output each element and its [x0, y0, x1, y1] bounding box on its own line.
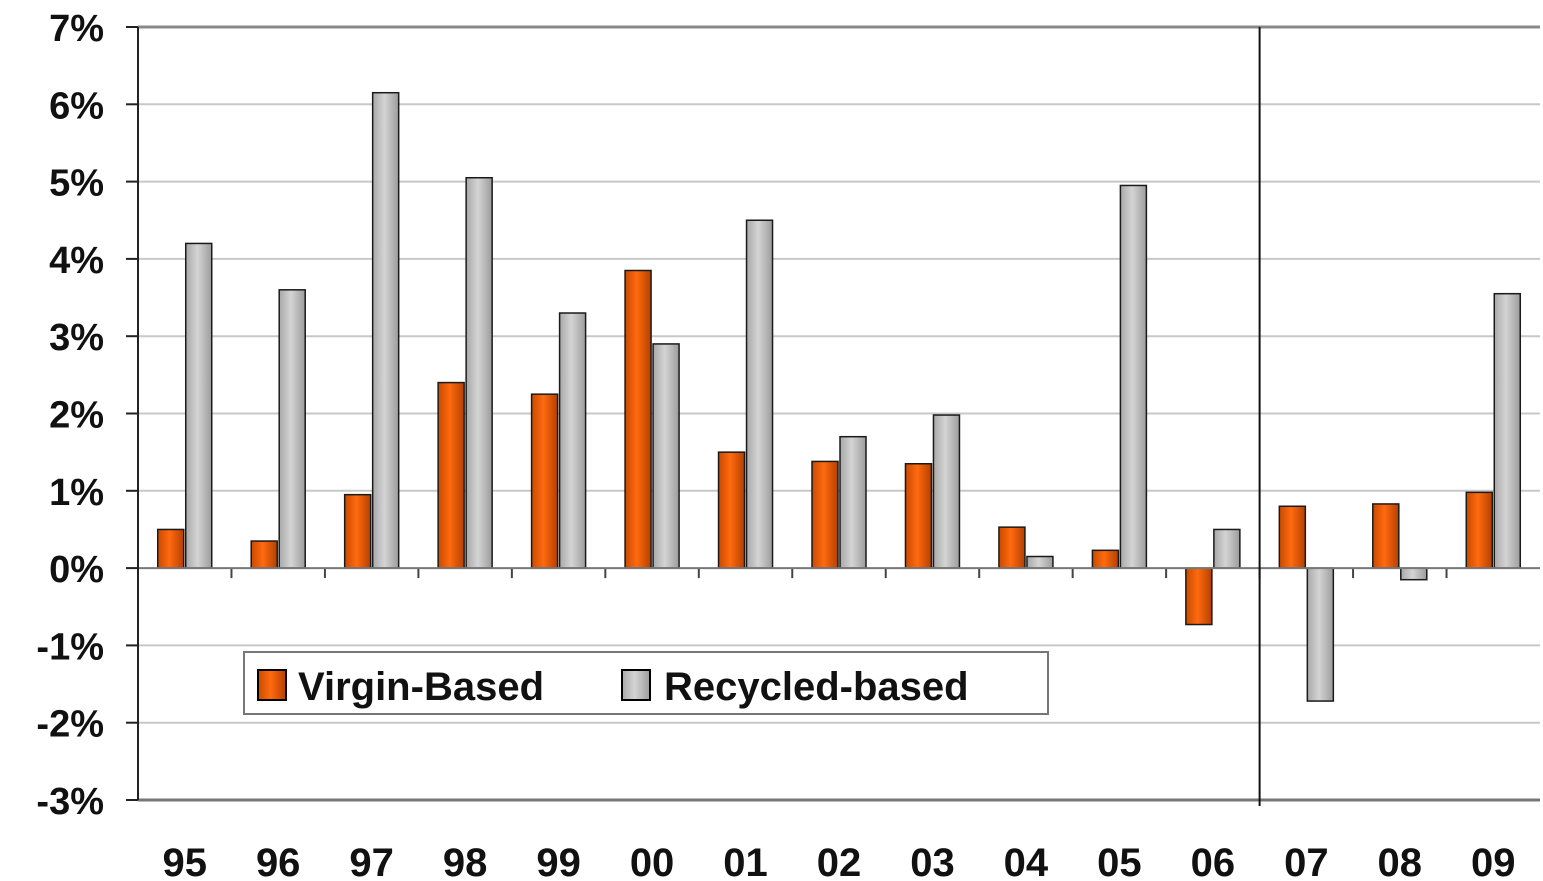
bar-recycled — [652, 343, 680, 569]
bar-recycled — [371, 91, 400, 569]
legend: Virgin-Based Recycled-based — [243, 651, 1049, 715]
bar-recycled — [1213, 528, 1241, 569]
bar-recycled — [465, 176, 493, 569]
x-tick-label: 95 — [162, 841, 207, 881]
x-tick-label: 98 — [443, 841, 488, 881]
x-tick-label: 01 — [723, 841, 768, 881]
x-tick-label: 09 — [1471, 841, 1516, 881]
axes — [126, 25, 1540, 806]
axis-labels: 7% 6% 5% 4% 3% 2% 1% 0% -1% -2% -3% 95 96 97 98 99 00 01 0… — [36, 8, 1515, 881]
bars — [156, 91, 1522, 702]
x-tick-label: 05 — [1097, 841, 1142, 881]
y-tick-label: 5% — [49, 163, 104, 205]
bar-virgin — [717, 451, 746, 569]
x-tick-label: 08 — [1378, 841, 1423, 881]
bar-virgin — [904, 462, 933, 569]
bar-recycled — [932, 414, 961, 569]
x-tick-label: 07 — [1284, 841, 1329, 881]
y-tick-label: 0% — [49, 549, 104, 591]
bar-virgin — [1091, 549, 1120, 569]
bar-virgin — [437, 381, 465, 569]
bar-recycled — [184, 242, 213, 569]
bar-recycled — [1026, 555, 1054, 569]
y-tick-label: -1% — [36, 626, 104, 668]
bar-recycled — [558, 312, 587, 569]
legend-label-virgin: Virgin-Based — [298, 665, 544, 709]
x-tick-label: 04 — [1004, 841, 1049, 881]
bar-virgin — [343, 493, 372, 569]
bar-virgin — [530, 393, 559, 569]
y-tick-label: 2% — [49, 395, 104, 437]
bar-virgin — [1465, 491, 1494, 569]
y-tick-label: 3% — [49, 317, 104, 359]
y-tick-label: -3% — [36, 781, 104, 823]
y-tick-label: 7% — [49, 8, 104, 50]
bar-virgin — [1372, 503, 1400, 569]
y-tick-label: 1% — [49, 472, 104, 514]
x-tick-label: 06 — [1191, 841, 1236, 881]
bar-recycled — [1493, 292, 1522, 569]
x-tick-label: 03 — [910, 841, 955, 881]
x-tick-label: 02 — [817, 841, 862, 881]
bar-recycled — [745, 219, 774, 569]
y-tick-label: -2% — [36, 704, 104, 746]
legend-swatch-virgin — [257, 669, 287, 701]
y-tick-label: 6% — [49, 85, 104, 127]
x-tick-label: 96 — [256, 841, 301, 881]
bar-virgin — [1278, 505, 1307, 569]
bar-virgin — [250, 540, 278, 569]
bar-recycled — [1119, 184, 1148, 569]
bar-recycled — [1306, 567, 1335, 702]
bar-virgin — [156, 528, 185, 569]
bar-virgin — [1185, 567, 1213, 626]
bar-virgin — [998, 526, 1026, 569]
bar-recycled — [278, 289, 306, 569]
bar-recycled — [1400, 567, 1428, 581]
bar-virgin — [811, 460, 839, 569]
legend-label-recycled: Recycled-based — [664, 665, 969, 709]
legend-swatch-recycled — [621, 669, 651, 701]
y-tick-label: 4% — [49, 240, 104, 282]
bar-recycled — [839, 435, 867, 569]
x-tick-label: 00 — [630, 841, 675, 881]
x-tick-label: 99 — [536, 841, 581, 881]
bar-virgin — [624, 269, 652, 569]
gridlines — [138, 26, 1540, 724]
x-tick-label: 97 — [349, 841, 394, 881]
